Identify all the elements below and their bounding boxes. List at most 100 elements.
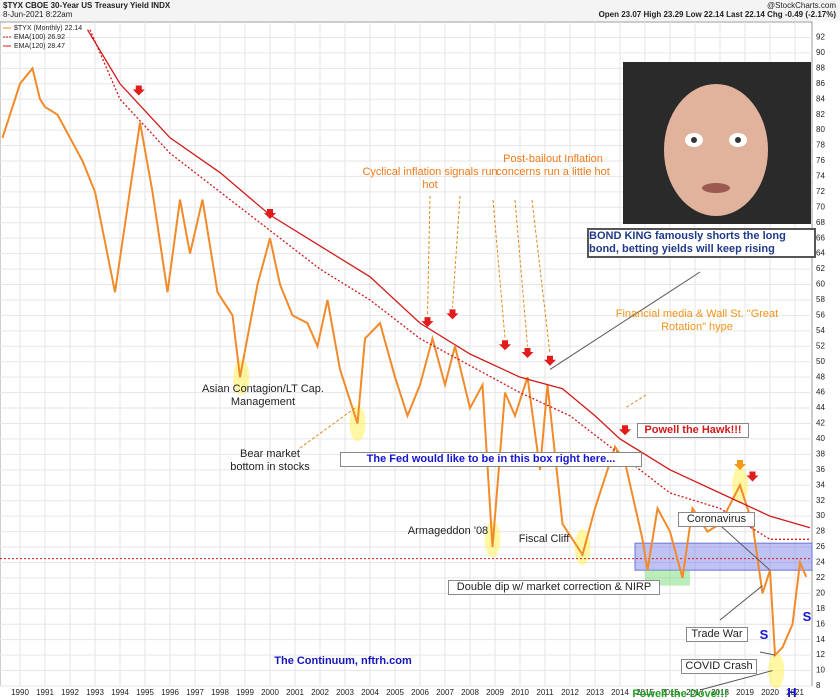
y-tick-label: 76 xyxy=(816,156,825,165)
x-tick-label: 2012 xyxy=(561,688,579,697)
arrow-marker xyxy=(264,209,276,220)
x-tick-label: 1999 xyxy=(236,688,254,697)
x-tick-label: 1995 xyxy=(136,688,154,697)
y-tick-label: 52 xyxy=(816,341,825,350)
annotation: Coronavirus xyxy=(678,512,755,527)
x-tick-label: 2010 xyxy=(511,688,529,697)
x-tick-label: 1998 xyxy=(211,688,229,697)
pointer-line xyxy=(719,585,763,621)
y-tick-label: 66 xyxy=(816,233,825,242)
y-tick-label: 68 xyxy=(816,218,825,227)
arrow-marker xyxy=(619,425,631,436)
legend-label: $TYX (Monthly) 22.14 xyxy=(14,25,82,32)
x-tick-label: 2020 xyxy=(761,688,779,697)
y-tick-label: 32 xyxy=(816,496,825,505)
header-bar xyxy=(0,0,840,21)
x-tick-label: 2000 xyxy=(261,688,279,697)
y-tick-label: 60 xyxy=(816,280,825,289)
annotation: BOND KING famously shorts the long bond,… xyxy=(587,228,816,258)
y-tick-label: 46 xyxy=(816,388,825,397)
y-tick-label: 40 xyxy=(816,434,825,443)
x-tick-label: 2017 xyxy=(686,688,704,697)
y-tick-label: 48 xyxy=(816,372,825,381)
y-tick-label: 88 xyxy=(816,63,825,72)
arrow-marker xyxy=(132,85,145,96)
arrow-marker xyxy=(746,471,759,482)
arrow-marker xyxy=(446,309,459,320)
annotation: Post-bailout Inflation concerns run a li… xyxy=(496,153,610,178)
y-tick-label: 54 xyxy=(816,326,825,335)
x-tick-label: 2004 xyxy=(361,688,379,697)
pointer-line xyxy=(759,651,776,656)
y-tick-label: 42 xyxy=(816,419,825,428)
x-tick-label: 2019 xyxy=(736,688,754,697)
y-tick-label: 14 xyxy=(816,635,825,644)
y-tick-label: 26 xyxy=(816,542,825,551)
pointer-line xyxy=(452,195,461,308)
pointer-line xyxy=(699,670,773,691)
annotation: The Continuum, nftrh.com xyxy=(274,655,412,667)
y-tick-label: 90 xyxy=(816,48,825,57)
y-tick-label: 82 xyxy=(816,110,825,119)
y-tick-label: 72 xyxy=(816,187,825,196)
x-tick-label: 2021 xyxy=(786,688,804,697)
annotation: Powell the Dove!!! xyxy=(632,688,728,700)
pointer-line xyxy=(549,271,701,370)
fed-box xyxy=(634,542,813,571)
annotation: Cyclical inflation signals run hot xyxy=(362,166,498,191)
y-tick-label: 30 xyxy=(816,511,825,520)
y-tick-label: 58 xyxy=(816,295,825,304)
legend-label: EMA(120) 28.47 xyxy=(14,43,65,50)
y-tick-label: 78 xyxy=(816,141,825,150)
y-tick-label: 70 xyxy=(816,202,825,211)
highlight xyxy=(768,652,785,689)
x-tick-label: 2011 xyxy=(536,688,554,697)
x-tick-label: 2018 xyxy=(711,688,729,697)
x-tick-label: 2005 xyxy=(386,688,404,697)
y-tick-label: 44 xyxy=(816,403,825,412)
y-tick-label: 38 xyxy=(816,449,825,458)
series-line xyxy=(86,29,811,529)
y-tick-label: 84 xyxy=(816,94,825,103)
y-tick-label: 92 xyxy=(816,33,825,42)
portrait-pupil xyxy=(735,137,741,143)
x-tick-label: 1993 xyxy=(86,688,104,697)
legend-label: EMA(100) 26.92 xyxy=(14,34,65,41)
y-tick-label: 12 xyxy=(816,650,825,659)
x-tick-label: 1990 xyxy=(11,688,29,697)
y-tick-label: 22 xyxy=(816,573,825,582)
y-tick-label: 36 xyxy=(816,465,825,474)
y-tick-label: 28 xyxy=(816,527,825,536)
y-tick-label: 8 xyxy=(816,681,821,690)
y-tick-label: 10 xyxy=(816,666,825,675)
y-tick-label: 20 xyxy=(816,588,825,597)
x-tick-label: 2013 xyxy=(586,688,604,697)
x-tick-label: 2014 xyxy=(611,688,629,697)
x-tick-label: 1996 xyxy=(161,688,179,697)
x-tick-label: 2009 xyxy=(486,688,504,697)
y-tick-label: 18 xyxy=(816,604,825,613)
chart-title: $TYX CBOE 30-Year US Treasury Yield INDX xyxy=(3,1,171,10)
chart-source: @StockCharts.com xyxy=(767,1,836,10)
annotation: Financial media & Wall St. "Great Rotati… xyxy=(615,308,779,333)
x-tick-label: 2016 xyxy=(661,688,679,697)
pointer-line xyxy=(299,407,356,449)
annotation: H xyxy=(787,685,797,700)
annotation: Trade War xyxy=(686,627,748,642)
portrait-mouth xyxy=(702,183,730,193)
x-tick-label: 1994 xyxy=(111,688,129,697)
pointer-line xyxy=(624,394,647,409)
annotation: Armageddon '08 xyxy=(407,525,489,537)
y-tick-label: 50 xyxy=(816,357,825,366)
x-tick-label: 2001 xyxy=(286,688,304,697)
annotation: S xyxy=(759,627,769,642)
x-tick-label: 2003 xyxy=(336,688,354,697)
x-tick-label: 2008 xyxy=(461,688,479,697)
annotation: Asian Contagion/LT Cap. Management xyxy=(202,383,324,408)
arrow-marker xyxy=(521,348,534,358)
arrow-marker xyxy=(421,317,434,328)
x-tick-label: 1991 xyxy=(36,688,54,697)
x-tick-label: 2006 xyxy=(411,688,429,697)
